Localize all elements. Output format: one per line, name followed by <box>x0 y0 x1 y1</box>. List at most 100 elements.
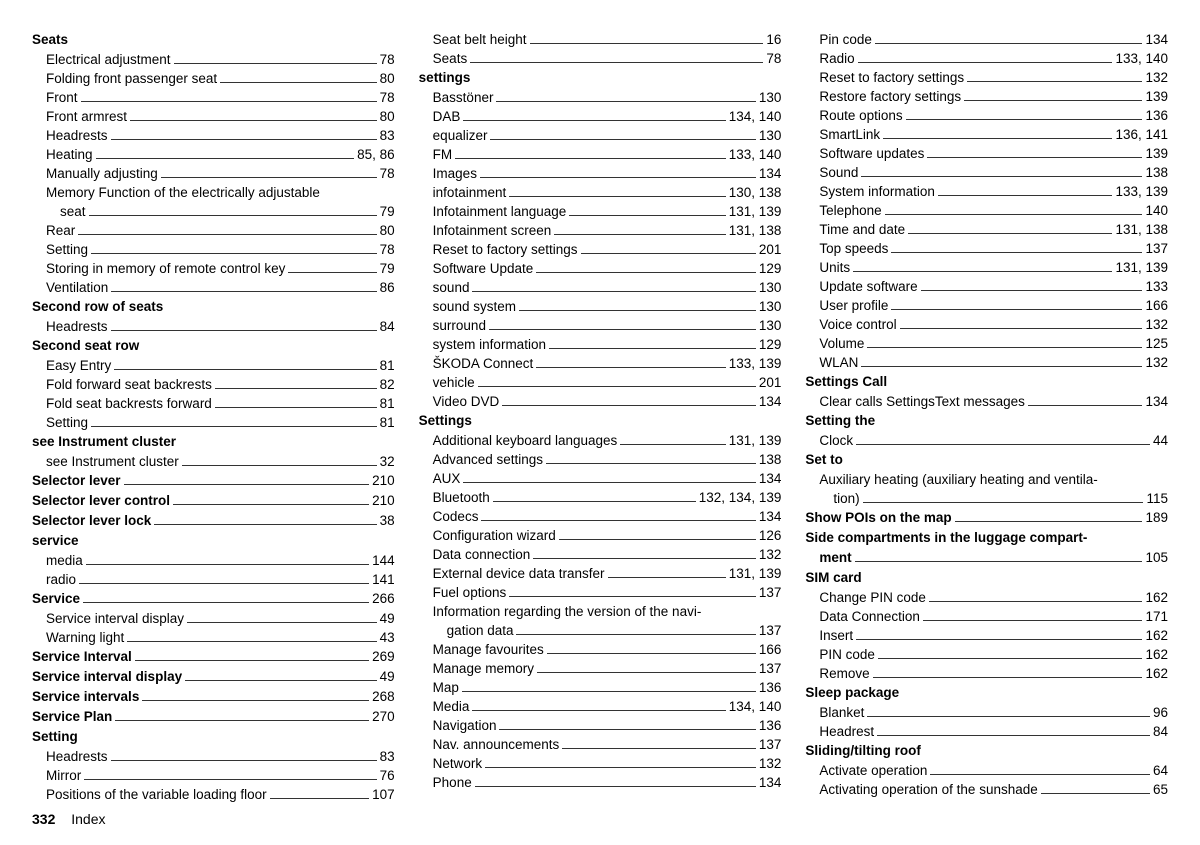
index-entry: Headrest84 <box>805 722 1168 741</box>
entry-label: Telephone <box>819 202 881 220</box>
entry-label: Storing in memory of remote control key <box>46 260 285 278</box>
index-entry: Phone 134 <box>419 773 782 792</box>
index-entry: PIN code162 <box>805 645 1168 664</box>
page-ref: 49 <box>380 610 395 628</box>
page-ref: 80 <box>380 222 395 240</box>
page-ref: 201 <box>759 241 782 259</box>
entry-label: Front <box>46 89 78 107</box>
page-ref: 134 <box>759 165 782 183</box>
heading-label: Selector lever <box>32 472 121 490</box>
heading-label: Service Plan <box>32 708 112 726</box>
leader-line <box>853 271 1112 272</box>
page-ref: 134 <box>759 774 782 792</box>
index-heading: Set to <box>805 450 1168 470</box>
page-ref: 49 <box>380 668 395 686</box>
index-entry: Software updates139 <box>805 144 1168 163</box>
index-entry: Remove162 <box>805 664 1168 683</box>
index-heading: settings <box>419 68 782 88</box>
page-ref: 166 <box>1145 297 1168 315</box>
index-entry: External device data transfer131, 139 <box>419 564 782 583</box>
leader-line <box>929 601 1143 602</box>
page-ref: 83 <box>380 127 395 145</box>
entry-label: Video DVD <box>433 393 500 411</box>
index-entry: Positions of the variable loading floor1… <box>32 785 395 804</box>
entry-label: Reset to factory settings <box>819 69 964 87</box>
index-entry: Sound138 <box>805 163 1168 182</box>
index-heading: Setting the <box>805 411 1168 431</box>
page-ref: 266 <box>372 590 395 608</box>
entry-label: Fold seat backrests forward <box>46 395 212 413</box>
index-heading: Service Interval269 <box>32 647 395 667</box>
page-ref: 131, 139 <box>729 565 782 583</box>
index-heading: see Instrument cluster <box>32 432 395 452</box>
page-ref: 133, 140 <box>729 146 782 164</box>
entry-label: Map <box>433 679 459 697</box>
heading-label: ment <box>819 549 851 567</box>
entry-label: Clear calls SettingsText messages <box>819 393 1025 411</box>
page-ref: 138 <box>759 451 782 469</box>
leader-line <box>463 120 725 121</box>
leader-line <box>173 504 369 505</box>
page-ref: 166 <box>759 641 782 659</box>
index-entry: Map136 <box>419 678 782 697</box>
leader-line <box>489 329 756 330</box>
page-ref: 162 <box>1145 627 1168 645</box>
index-entry: Clear calls SettingsText messages134 <box>805 392 1168 411</box>
page-ref: 78 <box>380 89 395 107</box>
index-entry: Advanced settings138 <box>419 450 782 469</box>
index-entry: Manage memory137 <box>419 659 782 678</box>
index-entry: Nav. announcements137 <box>419 735 782 754</box>
index-heading: Service 266 <box>32 589 395 609</box>
leader-line <box>142 700 369 701</box>
footer-label: Index <box>71 811 105 827</box>
entry-label: Headrests <box>46 127 108 145</box>
entry-label: Seats <box>433 50 468 68</box>
page-ref: 137 <box>759 736 782 754</box>
page-ref: 129 <box>759 336 782 354</box>
page-ref: 78 <box>380 51 395 69</box>
page-ref: 162 <box>1145 646 1168 664</box>
index-entry: tion)115 <box>805 489 1168 508</box>
page-ref: 125 <box>1145 335 1168 353</box>
index-heading: service <box>32 531 395 551</box>
index-entry: Additional keyboard languages131, 139 <box>419 431 782 450</box>
page-ref: 133, 140 <box>1115 50 1168 68</box>
index-entry: Change PIN code162 <box>805 588 1168 607</box>
leader-line <box>111 760 377 761</box>
page-ref: 210 <box>372 472 395 490</box>
index-entry: seat 79 <box>32 202 395 221</box>
leader-line <box>455 158 726 159</box>
entry-label: Auxiliary heating (auxiliary heating and… <box>819 471 1097 489</box>
entry-label: Units <box>819 259 850 277</box>
page-ref: 131, 139 <box>1115 259 1168 277</box>
leader-line <box>499 729 755 730</box>
entry-label: Clock <box>819 432 853 450</box>
entry-label: Images <box>433 165 477 183</box>
page-ref: 79 <box>380 203 395 221</box>
leader-line <box>900 328 1143 329</box>
entry-label: WLAN <box>819 354 858 372</box>
entry-label: Restore factory settings <box>819 88 961 106</box>
entry-label: Electrical adjustment <box>46 51 171 69</box>
entry-label: Voice control <box>819 316 896 334</box>
entry-label: Infotainment screen <box>433 222 552 240</box>
page-ref: 81 <box>380 414 395 432</box>
index-entry: Seats78 <box>419 49 782 68</box>
leader-line <box>533 558 756 559</box>
page-ref: 38 <box>380 512 395 530</box>
heading-label: Service <box>32 590 80 608</box>
page-ref: 162 <box>1145 589 1168 607</box>
index-entry: gation data137 <box>419 621 782 640</box>
leader-line <box>185 680 377 681</box>
leader-line <box>111 291 376 292</box>
page-ref: 136 <box>1145 107 1168 125</box>
leader-line <box>220 82 377 83</box>
entry-label: seat <box>60 203 86 221</box>
leader-line <box>569 215 726 216</box>
leader-line <box>502 405 756 406</box>
index-entry: Headrests 83 <box>32 126 395 145</box>
entry-label: Phone <box>433 774 472 792</box>
entry-label: radio <box>46 571 76 589</box>
entry-label: Software Update <box>433 260 534 278</box>
index-entry: Fold forward seat backrests82 <box>32 375 395 394</box>
